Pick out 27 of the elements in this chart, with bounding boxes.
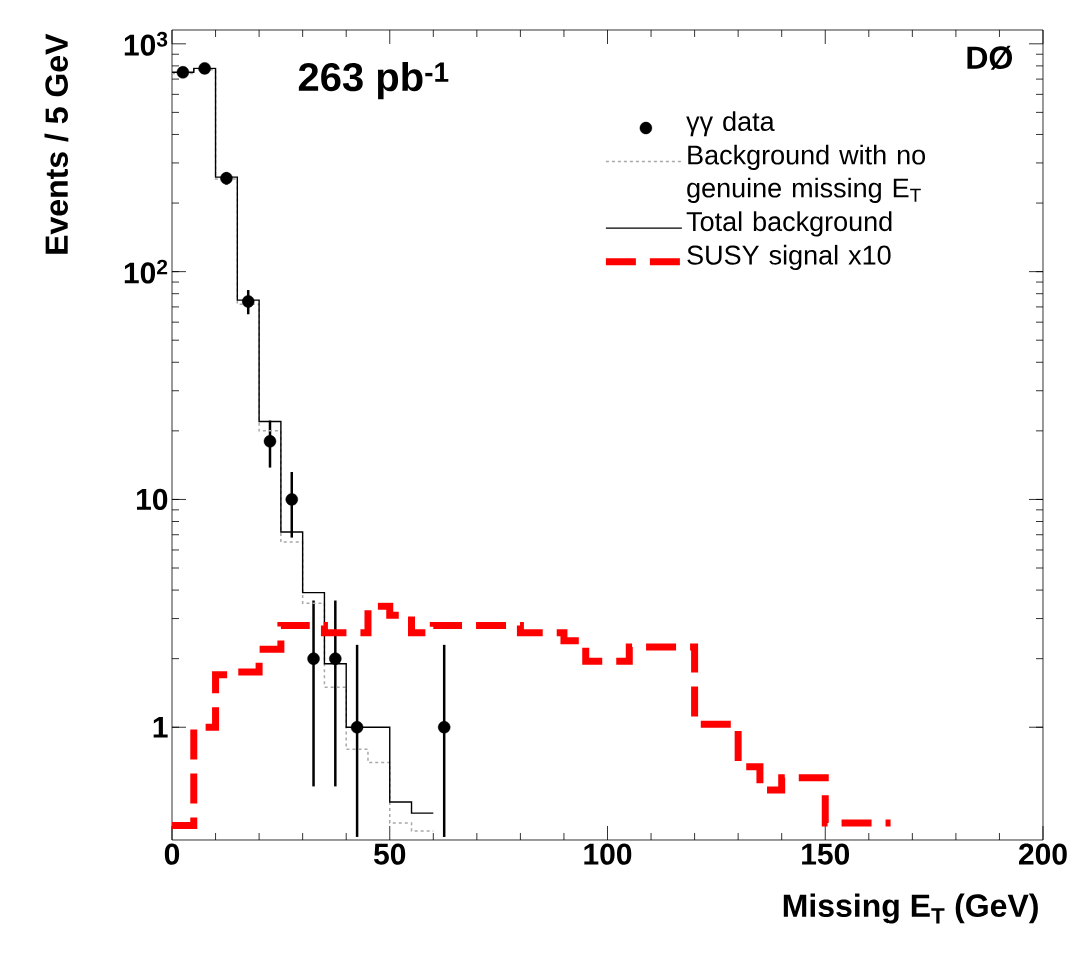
y-axis-title: Events / 5 GeV bbox=[44, 33, 69, 254]
point bbox=[307, 652, 320, 665]
point bbox=[329, 652, 342, 665]
y-tick-label: 1 bbox=[153, 716, 168, 738]
legend-label: γγ data bbox=[686, 111, 775, 137]
point bbox=[263, 435, 277, 448]
point bbox=[437, 721, 451, 734]
annotation: DØ bbox=[967, 45, 1012, 70]
annotation: 263 pb$^{-1}$ bbox=[298, 61, 449, 100]
legend-label: Background with no genuine missing E$_{T}$ bbox=[687, 144, 926, 203]
y-tick-label: 10$^{2}$ bbox=[124, 259, 168, 284]
point bbox=[176, 66, 190, 79]
point bbox=[220, 172, 233, 185]
x-tick-label: 200 bbox=[1019, 843, 1067, 865]
x-tick-label: 100 bbox=[584, 843, 632, 865]
x-tick-label: 50 bbox=[374, 843, 406, 865]
point bbox=[350, 721, 364, 734]
point bbox=[285, 493, 298, 506]
point bbox=[242, 295, 255, 308]
legend-label: SUSY signal x10 bbox=[687, 244, 891, 271]
x-axis-title: Missing E$_{T}$ (GeV) bbox=[783, 893, 1038, 924]
y-tick-label: 10 bbox=[136, 488, 168, 511]
legend-label: Total background bbox=[686, 211, 892, 237]
x-tick-label: 0 bbox=[164, 843, 180, 865]
point bbox=[198, 62, 211, 75]
x-tick-label: 150 bbox=[802, 843, 850, 865]
y-tick-label: 10$^{3}$ bbox=[124, 31, 168, 56]
